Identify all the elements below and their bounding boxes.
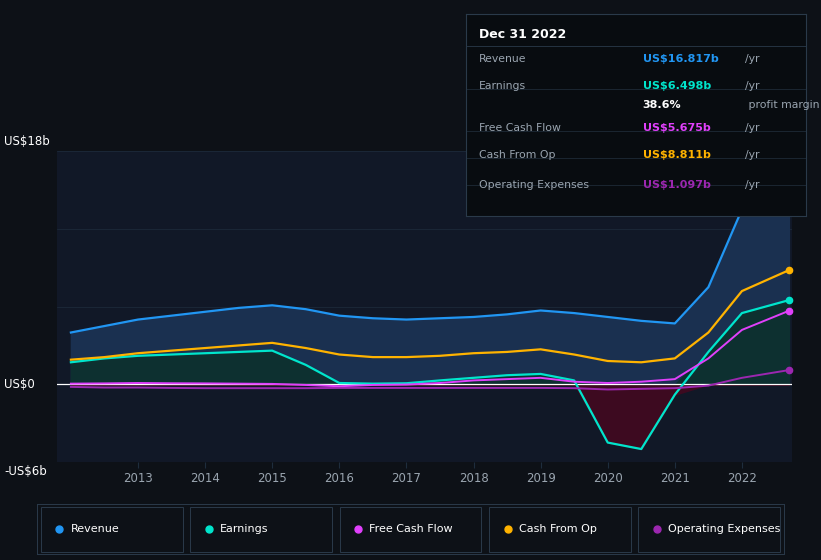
Text: profit margin: profit margin — [745, 100, 819, 110]
Text: -US$6b: -US$6b — [4, 465, 47, 478]
Text: 38.6%: 38.6% — [643, 100, 681, 110]
Text: Operating Expenses: Operating Expenses — [668, 524, 781, 534]
Text: /yr: /yr — [745, 150, 759, 160]
Text: Dec 31 2022: Dec 31 2022 — [479, 28, 566, 41]
Text: US$6.498b: US$6.498b — [643, 81, 711, 91]
Text: US$18b: US$18b — [4, 136, 50, 148]
Text: US$16.817b: US$16.817b — [643, 54, 718, 64]
Text: Free Cash Flow: Free Cash Flow — [369, 524, 453, 534]
Text: /yr: /yr — [745, 81, 759, 91]
Text: US$8.811b: US$8.811b — [643, 150, 710, 160]
Text: /yr: /yr — [745, 123, 759, 133]
Text: /yr: /yr — [745, 180, 759, 190]
Text: Revenue: Revenue — [479, 54, 526, 64]
Text: Earnings: Earnings — [220, 524, 268, 534]
Text: Earnings: Earnings — [479, 81, 526, 91]
Text: US$1.097b: US$1.097b — [643, 180, 710, 190]
Text: Cash From Op: Cash From Op — [479, 150, 556, 160]
Text: /yr: /yr — [745, 54, 759, 64]
Text: US$0: US$0 — [4, 378, 34, 391]
Text: Cash From Op: Cash From Op — [519, 524, 597, 534]
Text: Operating Expenses: Operating Expenses — [479, 180, 589, 190]
Text: Free Cash Flow: Free Cash Flow — [479, 123, 561, 133]
Text: US$5.675b: US$5.675b — [643, 123, 710, 133]
Text: Revenue: Revenue — [71, 524, 119, 534]
